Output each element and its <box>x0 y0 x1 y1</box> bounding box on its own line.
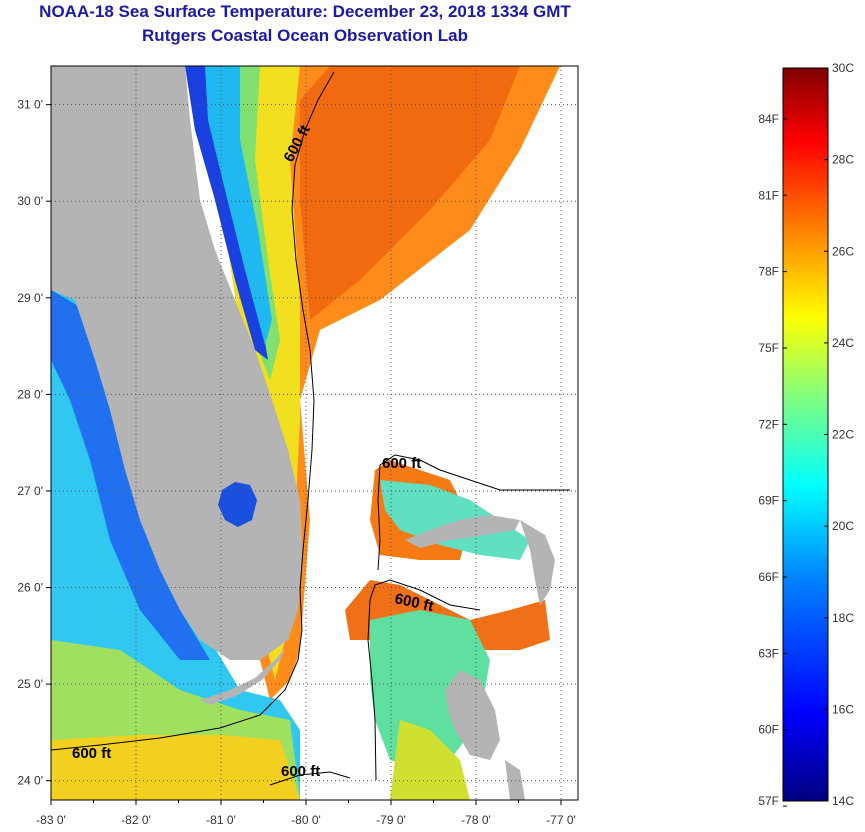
colorbar-celsius-label: 24C <box>832 336 854 350</box>
latitude-tick-label: 25 0' <box>17 677 43 691</box>
contour-label-south: 600 ft <box>281 763 320 780</box>
colorbar-fahrenheit-label: 84F <box>758 112 779 126</box>
colorbar: 30C 28C 26C 24C 22C 20C 18C 16C 14C 84F 81F 78F 75F… <box>758 61 854 808</box>
gulf-stream-orange <box>300 66 520 320</box>
colorbar-celsius-label: 30C <box>832 61 854 75</box>
colorbar-fahrenheit-label: 57F <box>758 794 779 808</box>
gulf-southwest-yellow <box>51 735 300 800</box>
cold-northern-shelf <box>185 66 268 360</box>
colorbar-celsius-label: 22C <box>832 428 854 442</box>
longitude-tick-label: -78 0' <box>461 813 491 827</box>
colorbar-celsius-label: 28C <box>832 153 854 167</box>
latitude-tick-label: 29 0' <box>17 291 43 305</box>
lake-okeechobee <box>218 482 257 527</box>
latitude-tick-label: 28 0' <box>17 387 43 401</box>
colorbar-gradient <box>782 67 829 802</box>
latitude-tick-label: 27 0' <box>17 484 43 498</box>
great-bahama-bank <box>380 480 530 560</box>
colorbar-celsius-label: 18C <box>832 611 854 625</box>
isobath-bahamas-north <box>377 454 570 571</box>
longitude-tick-label: -77 0' <box>546 813 576 827</box>
contour-label-west: 600 ft <box>72 745 111 762</box>
sst-imagery <box>51 66 578 800</box>
longitude-tick-label: -80 0' <box>291 813 321 827</box>
colorbar-fahrenheit-labels: 84F 81F 78F 75F 72F 69F 66F 63F 60F 57F <box>758 112 787 808</box>
colorbar-celsius-labels: 30C 28C 26C 24C 22C 20C 18C 16C 14C <box>824 61 854 808</box>
isobath-east-florida <box>50 71 335 751</box>
grand-bahama-island <box>405 515 520 548</box>
colorbar-fahrenheit-label: 78F <box>758 265 779 279</box>
colorbar-fahrenheit-label: 63F <box>758 646 779 660</box>
longitude-tick-label: -83 0' <box>36 813 66 827</box>
colorbar-fahrenheit-label: 66F <box>758 570 779 584</box>
cold-shelf-cyan <box>205 66 272 345</box>
contour-label-bahamas: 600 ft <box>382 455 421 472</box>
graticule <box>46 66 578 805</box>
colorbar-fahrenheit-label: 75F <box>758 341 779 355</box>
latitude-tick-label: 30 0' <box>17 194 43 208</box>
latitude-labels: 24 0' 25 0' 26 0' 27 0' 28 0' 29 0' 30 0' 31 0' <box>17 98 43 788</box>
colorbar-fahrenheit-label: 72F <box>758 417 779 431</box>
exuma-island <box>505 760 525 800</box>
south-bahamas-yellow <box>390 720 470 800</box>
colorbar-fahrenheit-label: 69F <box>758 494 779 508</box>
latitude-tick-label: 26 0' <box>17 581 43 595</box>
colorbar-celsius-label: 20C <box>832 519 854 533</box>
longitude-tick-label: -82 0' <box>121 813 151 827</box>
chart-title: NOAA-18 Sea Surface Temperature: Decembe… <box>39 2 571 21</box>
florida-keys <box>200 648 285 705</box>
colorbar-celsius-label: 16C <box>832 702 854 716</box>
colorbar-fahrenheit-label: 81F <box>758 188 779 202</box>
longitude-labels: -83 0' -82 0' -81 0' -80 0' -79 0' -78 0' -77 … <box>36 813 576 827</box>
colorbar-celsius-label: 14C <box>832 794 854 808</box>
isobath-bahamas-south <box>367 579 481 781</box>
colorbar-fahrenheit-label: 60F <box>758 723 779 737</box>
latitude-tick-label: 24 0' <box>17 774 43 788</box>
colorbar-celsius-label: 26C <box>832 244 854 258</box>
longitude-tick-label: -81 0' <box>206 813 236 827</box>
latitude-tick-label: 31 0' <box>17 98 43 112</box>
longitude-tick-label: -79 0' <box>376 813 406 827</box>
abaco-island <box>520 520 555 605</box>
andros-island <box>445 670 500 760</box>
chart-subtitle: Rutgers Coastal Ocean Observation Lab <box>142 26 468 45</box>
map-frame <box>50 65 579 801</box>
isobath-south-segment <box>269 771 351 786</box>
